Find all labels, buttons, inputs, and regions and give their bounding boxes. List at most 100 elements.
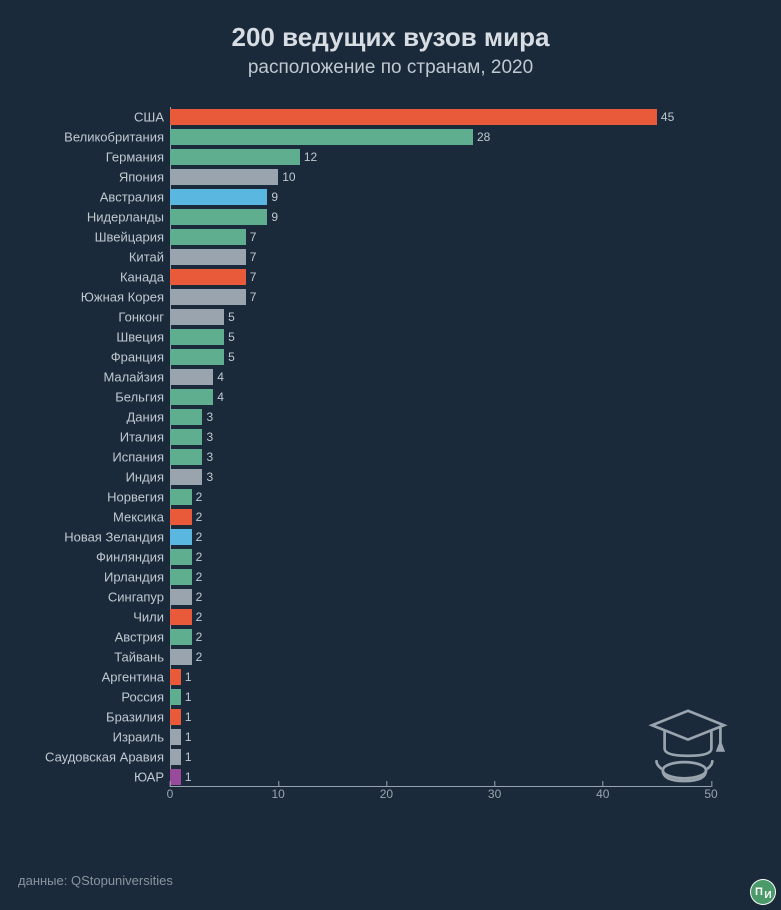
bar-value: 4 xyxy=(213,370,224,384)
x-tick: 0 xyxy=(167,787,174,801)
bar-value: 12 xyxy=(300,150,317,164)
bar: 3 xyxy=(170,469,202,485)
bar-value: 2 xyxy=(192,630,203,644)
bar: 2 xyxy=(170,569,192,585)
bar-value: 2 xyxy=(192,650,203,664)
bar: 2 xyxy=(170,549,192,565)
bar: 2 xyxy=(170,649,192,665)
bar-label: Южная Корея xyxy=(81,290,170,305)
bar-row: Новая Зеландия2 xyxy=(170,527,711,547)
bar-label: США xyxy=(134,110,170,125)
bar-value: 1 xyxy=(181,670,192,684)
bar-label: Россия xyxy=(121,690,170,705)
bar-label: Мексика xyxy=(113,510,170,525)
bar-value: 5 xyxy=(224,310,235,324)
bar: 4 xyxy=(170,389,213,405)
bar-row: Франция5 xyxy=(170,347,711,367)
bar-value: 2 xyxy=(192,590,203,604)
bar: 4 xyxy=(170,369,213,385)
bar-value: 2 xyxy=(192,550,203,564)
bar-row: Китай7 xyxy=(170,247,711,267)
bar-value: 7 xyxy=(246,230,257,244)
bar-row: Австралия9 xyxy=(170,187,711,207)
bar-row: Бельгия4 xyxy=(170,387,711,407)
bar-value: 5 xyxy=(224,330,235,344)
bar: 7 xyxy=(170,289,246,305)
bar-value: 2 xyxy=(192,570,203,584)
bar-label: Тайвань xyxy=(114,650,170,665)
bar-row: США45 xyxy=(170,107,711,127)
bar-value: 2 xyxy=(192,490,203,504)
bar-value: 1 xyxy=(181,730,192,744)
bar-value: 1 xyxy=(181,710,192,724)
logo-letter-p: П xyxy=(755,886,763,898)
bar: 2 xyxy=(170,609,192,625)
bar: 1 xyxy=(170,709,181,725)
bar-label: Новая Зеландия xyxy=(64,530,170,545)
bar-value: 5 xyxy=(224,350,235,364)
bar-row: Япония10 xyxy=(170,167,711,187)
bar: 1 xyxy=(170,689,181,705)
bar-value: 2 xyxy=(192,530,203,544)
bar-value: 9 xyxy=(267,210,278,224)
bar: 9 xyxy=(170,209,267,225)
bar: 2 xyxy=(170,589,192,605)
chart-subtitle: расположение по странам, 2020 xyxy=(40,57,741,79)
bar: 7 xyxy=(170,249,246,265)
x-tick: 10 xyxy=(272,787,285,801)
bar-value: 9 xyxy=(267,190,278,204)
bar-row: Сингапур2 xyxy=(170,587,711,607)
publisher-logo-icon: П И xyxy=(749,878,777,906)
bar-value: 3 xyxy=(202,470,213,484)
bar-label: Финляндия xyxy=(96,550,170,565)
bar-value: 2 xyxy=(192,510,203,524)
bar: 5 xyxy=(170,329,224,345)
bar-label: Индия xyxy=(126,470,170,485)
bar-row: Саудовская Аравия1 xyxy=(170,747,711,767)
bar-label: Нидерланды xyxy=(87,210,170,225)
bar-row: Ирландия2 xyxy=(170,567,711,587)
bar: 5 xyxy=(170,309,224,325)
bar-row: Германия12 xyxy=(170,147,711,167)
bar-row: Аргентина1 xyxy=(170,667,711,687)
bar: 45 xyxy=(170,109,657,125)
bar-row: Тайвань2 xyxy=(170,647,711,667)
bar-value: 28 xyxy=(473,130,490,144)
bar: 10 xyxy=(170,169,278,185)
bar-label: Франция xyxy=(111,350,170,365)
bar-label: Бразилия xyxy=(106,710,170,725)
bar-row: Нидерланды9 xyxy=(170,207,711,227)
bar-value: 3 xyxy=(202,410,213,424)
bar-row: Австрия2 xyxy=(170,627,711,647)
bar-label: Норвегия xyxy=(107,490,170,505)
bar-label: Китай xyxy=(129,250,170,265)
bar-value: 7 xyxy=(246,250,257,264)
bar-row: Дания3 xyxy=(170,407,711,427)
bar-row: Норвегия2 xyxy=(170,487,711,507)
bar-row: Мексика2 xyxy=(170,507,711,527)
bar-row: Швейцария7 xyxy=(170,227,711,247)
bar: 1 xyxy=(170,749,181,765)
bar: 2 xyxy=(170,529,192,545)
bar-row: Швеция5 xyxy=(170,327,711,347)
bar-label: Чили xyxy=(133,610,170,625)
bar-label: Швеция xyxy=(116,330,170,345)
bar-value: 3 xyxy=(202,430,213,444)
bar-label: Япония xyxy=(119,170,170,185)
bar-value: 2 xyxy=(192,610,203,624)
bar-label: Австралия xyxy=(100,190,170,205)
x-axis: 01020304050 xyxy=(170,787,711,817)
data-source: данные: QStopuniversities xyxy=(18,873,173,888)
bar-row: Южная Корея7 xyxy=(170,287,711,307)
bar-row: Испания3 xyxy=(170,447,711,467)
bar-label: Бельгия xyxy=(115,390,170,405)
bar-label: Сингапур xyxy=(108,590,170,605)
bar-label: Дания xyxy=(126,410,170,425)
logo-letter-i: И xyxy=(764,890,771,901)
bar: 3 xyxy=(170,449,202,465)
graduation-cap-icon xyxy=(643,700,733,790)
bar-value: 3 xyxy=(202,450,213,464)
bar: 1 xyxy=(170,669,181,685)
bar-row: Чили2 xyxy=(170,607,711,627)
bar-row: Индия3 xyxy=(170,467,711,487)
